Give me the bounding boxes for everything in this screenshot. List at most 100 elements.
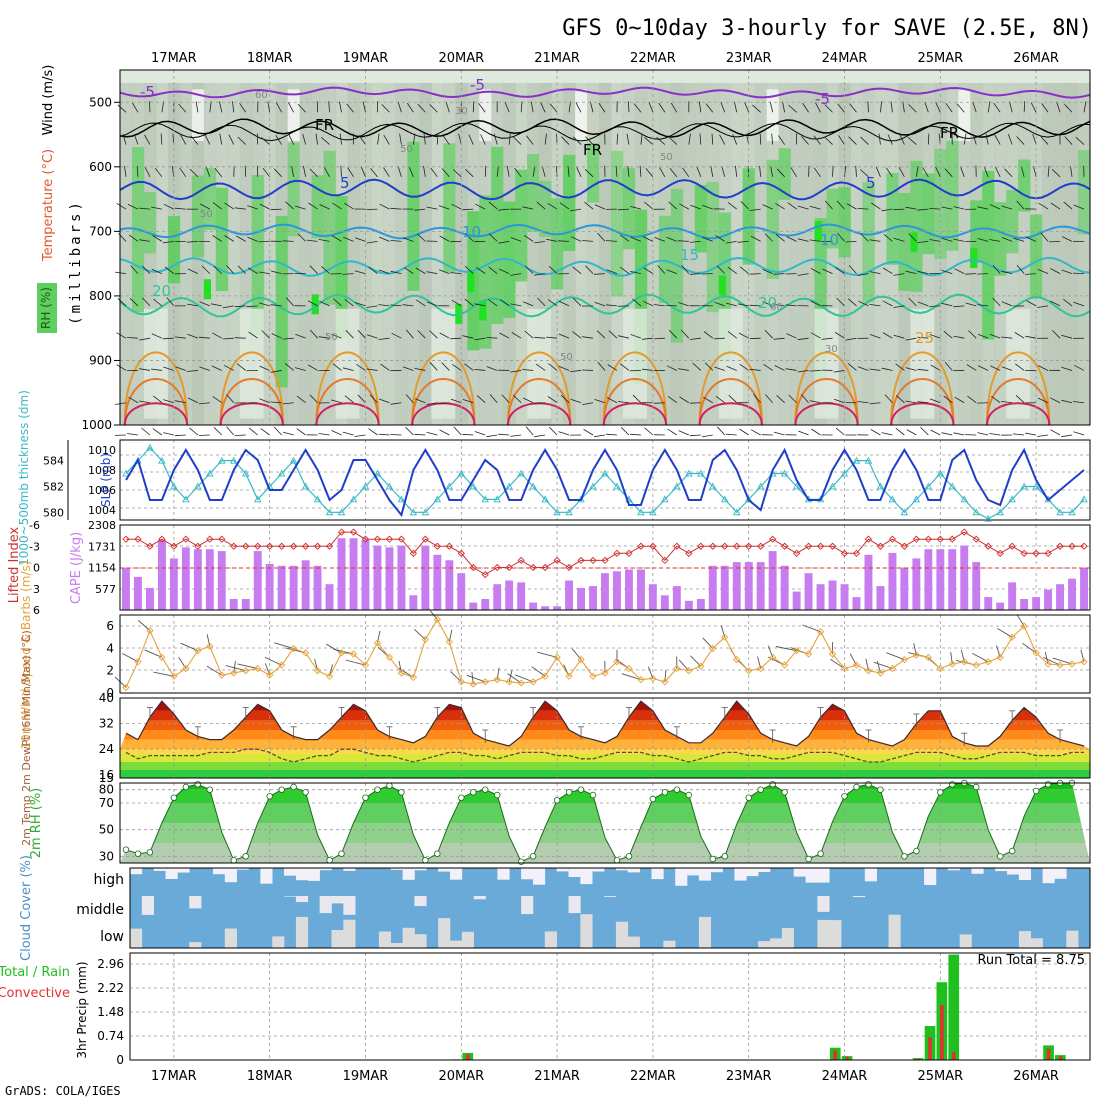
lifted-index-point — [529, 563, 537, 572]
rh-mid-column — [371, 82, 384, 425]
upper-air-wind-barb — [845, 337, 857, 341]
cloud-high-gap — [995, 868, 1008, 872]
bottom-date-axis: 17MAR 18MAR 19MAR 20MAR 21MAR 22MAR 23MAR 24MAR… — [151, 1069, 1059, 1084]
cloud-high-gap — [319, 868, 332, 871]
cloud-low-gap — [544, 931, 557, 948]
upper-air-wind-barb — [226, 394, 235, 403]
upper-air-wind-barb — [846, 203, 857, 210]
upper-air-wind-barb — [838, 135, 845, 145]
upper-air-wind-barb — [869, 368, 881, 371]
upper-air-wind-barb — [1037, 434, 1049, 437]
thickness-point — [840, 469, 849, 477]
upper-air-wind-barb — [855, 165, 857, 177]
wind10m-speed-point — [158, 653, 166, 661]
upper-air-wind-barb — [356, 363, 366, 371]
lifted-index-point — [385, 535, 394, 543]
top-date-label: 24MAR — [822, 51, 868, 66]
lifted-index-point — [541, 563, 549, 572]
rh-green-column — [886, 172, 899, 265]
upper-air-wind-barb — [773, 337, 785, 340]
cloud-low-gap — [295, 916, 309, 948]
boundary-layer-contour — [986, 402, 1051, 426]
cape-bar — [577, 587, 585, 610]
rh-mid-column — [299, 82, 313, 425]
wind10m-speed-point — [505, 678, 513, 686]
upper-air-wind-barb — [967, 395, 977, 404]
upper-air-wind-barb — [462, 335, 474, 339]
rh-mid-column — [646, 82, 660, 425]
cloud-low-gap — [1018, 931, 1032, 948]
upper-air-wind-barb — [1001, 301, 1013, 307]
cloud-low-gap — [758, 941, 771, 948]
upper-air-wind-barb — [333, 298, 342, 307]
upper-air-wind-barb — [318, 433, 330, 436]
cloud-high-gap — [793, 868, 806, 877]
upper-air-wind-barb — [150, 368, 162, 371]
upper-air-wind-barb — [549, 103, 558, 113]
upper-air-wind-barb — [465, 233, 474, 242]
upper-air-wind-barb — [189, 427, 199, 436]
upper-air-wind-barb — [534, 336, 546, 339]
cape-tick-label: 577 — [95, 583, 116, 596]
upper-air-wind-barb — [836, 232, 845, 242]
wind10m-speed-point — [840, 664, 849, 673]
rh2m-ylabel: 2m RH (%) — [29, 788, 44, 859]
upper-air-wind-barb — [594, 301, 606, 307]
thickness-point — [421, 508, 430, 516]
thickness-point — [1020, 482, 1028, 490]
thickness-point — [960, 495, 969, 503]
cloud-high-gap — [1042, 868, 1055, 884]
upper-air-wind-barb — [474, 369, 486, 371]
thickness-point — [685, 469, 693, 477]
upper-air-wind-barb — [116, 364, 127, 371]
upper-air-wind-barb — [1013, 237, 1025, 242]
rh-green-column — [287, 142, 301, 237]
upper-air-wind-barb — [670, 102, 678, 113]
upper-air-wind-barb — [510, 237, 522, 242]
upper-air-wind-barb — [858, 300, 869, 307]
upper-air-wind-barb — [211, 365, 222, 371]
lifted-index-point — [996, 549, 1004, 557]
bottom-date-label: 24MAR — [822, 1069, 868, 1084]
cape-bar — [301, 560, 310, 610]
upper-air-wind-barb — [797, 273, 809, 276]
upper-air-wind-barb — [116, 202, 127, 210]
upper-air-wind-barb — [162, 337, 174, 340]
upper-air-wind-barb — [136, 165, 139, 177]
upper-air-wind-barb — [929, 208, 941, 210]
upper-air-wind-barb — [175, 366, 186, 371]
wind10m-barb — [345, 659, 366, 666]
upper-air-wind-barb — [668, 136, 678, 145]
wind10m-speed-point — [780, 661, 789, 669]
contour-label: 50 — [560, 352, 573, 363]
thickness-point — [433, 495, 442, 503]
upper-air-wind-barb — [403, 267, 414, 274]
upper-air-wind-barb — [547, 299, 558, 307]
upper-air-wind-barb — [357, 329, 366, 339]
upper-air-wind-barb — [653, 402, 665, 404]
temperature-contour — [119, 293, 1091, 318]
upper-air-wind-barb — [360, 166, 366, 177]
cloud-frame — [129, 867, 1091, 949]
upper-air-wind-barb — [426, 431, 438, 436]
upper-air-wind-barb — [977, 206, 989, 210]
thickness-point — [409, 508, 418, 516]
cloud-low-gap — [888, 914, 901, 948]
contour-label: 30 — [455, 106, 468, 117]
rh2m-point — [769, 781, 776, 788]
upper-air-wind-barb — [498, 240, 510, 244]
cloud-high-gap — [390, 868, 403, 870]
upper-air-wind-barb — [378, 433, 390, 436]
cloud-high-gap — [568, 868, 581, 877]
wind10m-speed-point — [433, 615, 441, 624]
upper-air-wind-barb — [726, 365, 737, 371]
wind10m-barb — [233, 660, 236, 674]
upper-air-wind-barb — [378, 337, 390, 340]
cape-bar — [864, 554, 873, 610]
upper-air-wind-barb — [690, 204, 701, 210]
upper-air-wind-barb — [882, 332, 893, 339]
cloud-middle-gap — [343, 896, 356, 915]
lifted-index-point — [1044, 549, 1052, 557]
upper-air-wind-barb — [548, 265, 558, 274]
